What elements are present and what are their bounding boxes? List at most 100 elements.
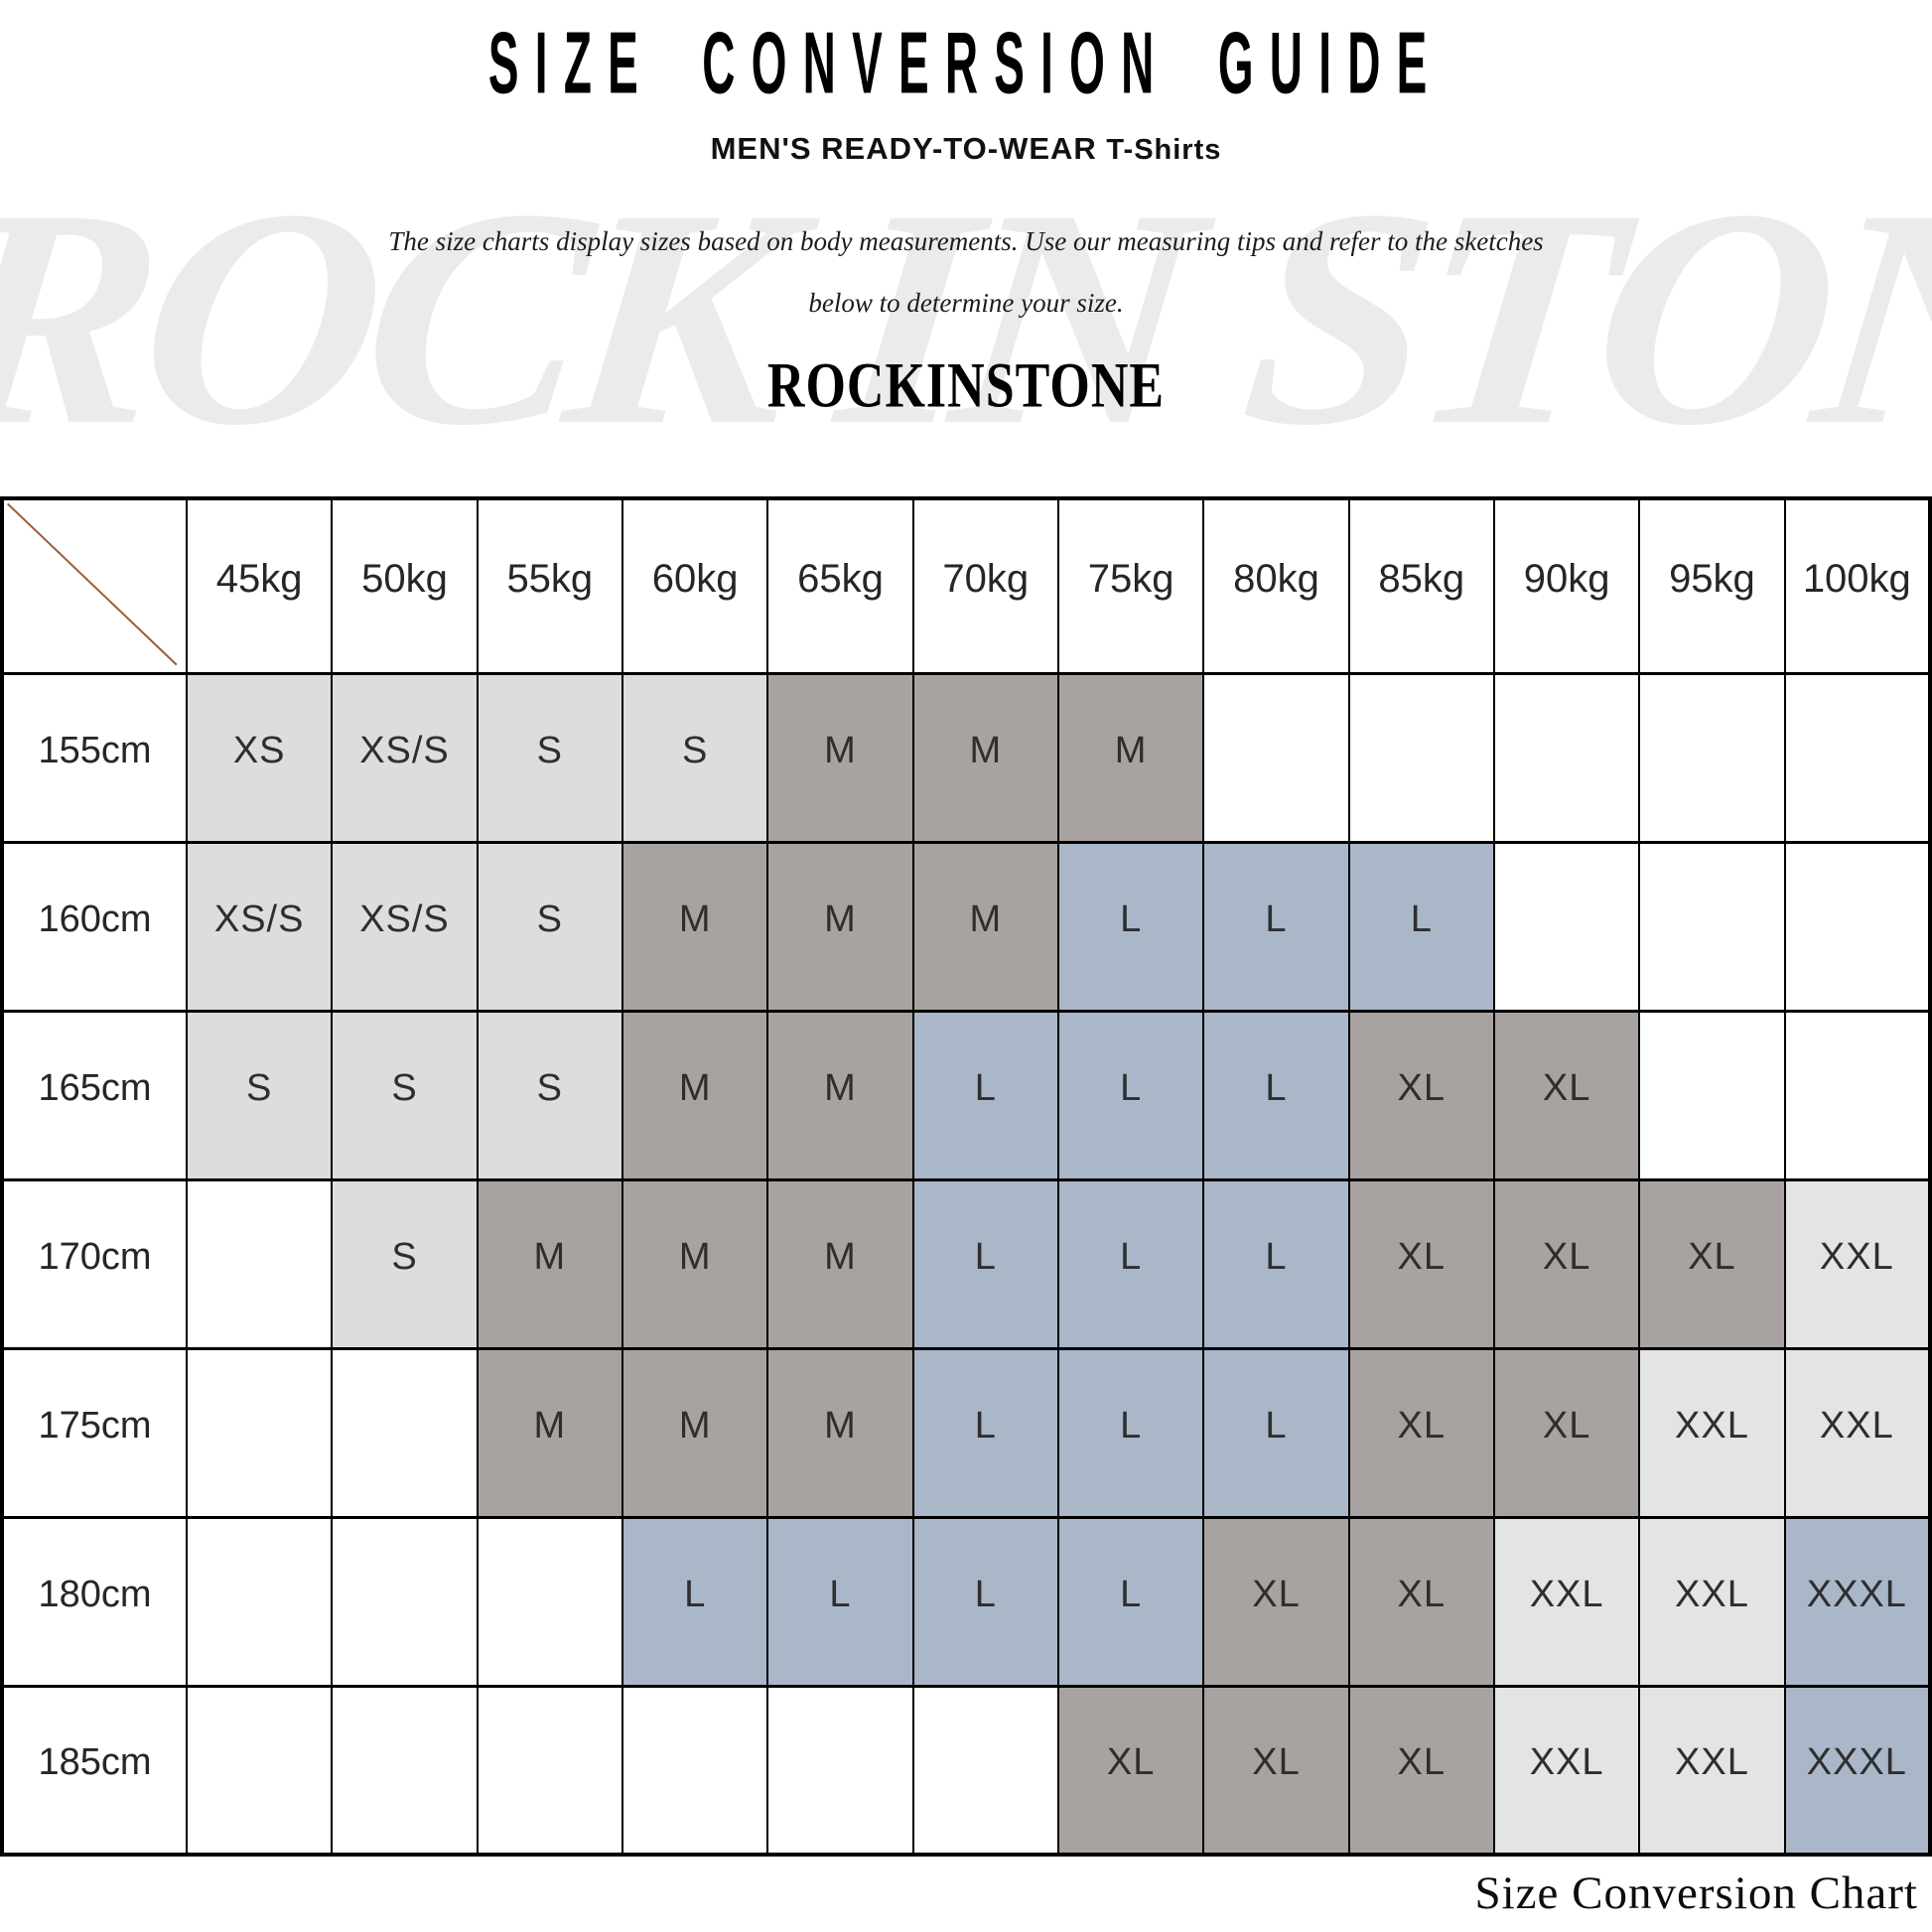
subtitle-main: MEN'S READY-TO-WEAR [710, 131, 1097, 166]
table-cell: XXL [1783, 1177, 1932, 1350]
table-cell: XL [1492, 1177, 1641, 1350]
table-cell: XL [1347, 1009, 1495, 1181]
table-cell: S [476, 1009, 623, 1181]
table-cell: L [1056, 840, 1205, 1013]
table-cell [1492, 671, 1641, 844]
table-cell: XL [1492, 1009, 1641, 1181]
table-cell: S [621, 671, 769, 844]
table-cell: M [766, 1009, 914, 1181]
weight-header-cell: 50kg [331, 496, 479, 675]
table-cell: L [1056, 1346, 1205, 1519]
table-cell: M [621, 1177, 769, 1350]
subtitle-sub: T-Shirts [1106, 134, 1222, 166]
table-cell [1347, 671, 1495, 844]
table-cell: S [331, 1177, 479, 1350]
diagonal-line-icon [4, 500, 186, 672]
table-cell [185, 1177, 334, 1350]
table-cell [766, 1684, 914, 1857]
table-cell: L [911, 1177, 1059, 1350]
table-cell [476, 1684, 623, 1857]
table-cell: S [476, 840, 623, 1013]
table-cell: L [1056, 1177, 1205, 1350]
table-cell: XL [1347, 1515, 1495, 1688]
size-table: 45kg 50kg 55kg 60kg 65kg 70kg 75kg 80kg 85kg 90kg… [0, 496, 1932, 1857]
table-cell: M [766, 1177, 914, 1350]
table-cell: M [766, 1346, 914, 1519]
table-cell: XXL [1492, 1515, 1641, 1688]
table-row: 180cm L L L L XL XL XXL XXL XXXL [1, 1515, 1932, 1688]
height-header-cell: 165cm [1, 1009, 188, 1181]
table-cell: XL [1638, 1177, 1786, 1350]
table-cell: L [911, 1009, 1059, 1181]
table-row: 160cm XS/S XS/S S M M M L L L [1, 840, 1932, 1013]
table-cell: XL [1347, 1684, 1495, 1857]
corner-cell [1, 496, 188, 675]
table-cell [331, 1515, 479, 1688]
table-cell: XXXL [1783, 1684, 1932, 1857]
table-row: 185cm XL XL XL XXL XXL XXXL [1, 1684, 1932, 1857]
table-cell: L [621, 1515, 769, 1688]
table-cell [1783, 671, 1932, 844]
description: The size charts display sizes based on b… [0, 210, 1932, 334]
footer-caption: Size Conversion Chart [1474, 1867, 1918, 1919]
table-cell [1783, 840, 1932, 1013]
table-cell: XL [1347, 1177, 1495, 1350]
weight-header-cell: 100kg [1783, 496, 1932, 675]
table-row: 175cm M M M L L L XL XL XXL XXL [1, 1346, 1932, 1519]
table-cell: XL [1202, 1515, 1350, 1688]
header-block: SIZE CONVERSION GUIDE MEN'S READY-TO-WEA… [0, 0, 1932, 429]
table-cell [1492, 840, 1641, 1013]
weight-header-cell: 55kg [476, 496, 623, 675]
table-cell [1638, 840, 1786, 1013]
height-header-cell: 160cm [1, 840, 188, 1013]
table-cell: XS/S [185, 840, 334, 1013]
table-cell: M [621, 1009, 769, 1181]
table-cell: M [766, 671, 914, 844]
table-cell: L [1202, 840, 1350, 1013]
weight-header-cell: 65kg [766, 496, 914, 675]
table-cell [1638, 1009, 1786, 1181]
table-cell: L [1347, 840, 1495, 1013]
table-cell: XS/S [331, 840, 479, 1013]
table-cell: S [476, 671, 623, 844]
table-cell: L [1202, 1177, 1350, 1350]
table-cell: XL [1492, 1346, 1641, 1519]
table-cell: XXXL [1783, 1515, 1932, 1688]
height-header-cell: 185cm [1, 1684, 188, 1857]
height-header-cell: 180cm [1, 1515, 188, 1688]
table-cell [331, 1684, 479, 1857]
table-row: 170cm S M M M L L L XL XL XL XXL [1, 1177, 1932, 1350]
table-cell: M [476, 1346, 623, 1519]
table-cell: XL [1202, 1684, 1350, 1857]
table-row: 155cm XS XS/S S S M M M [1, 671, 1932, 844]
weight-header-cell: 80kg [1202, 496, 1350, 675]
subtitle: MEN'S READY-TO-WEAR T-Shirts [0, 131, 1932, 167]
table-cell: L [766, 1515, 914, 1688]
weight-header-cell: 95kg [1638, 496, 1786, 675]
table-cell [185, 1346, 334, 1519]
table-cell [1202, 671, 1350, 844]
height-header-cell: 155cm [1, 671, 188, 844]
table-cell: M [911, 840, 1059, 1013]
table-cell: XXL [1783, 1346, 1932, 1519]
table-cell: XXL [1638, 1684, 1786, 1857]
table-cell: M [766, 840, 914, 1013]
table-cell: XXL [1492, 1684, 1641, 1857]
table-body: 155cm XS XS/S S S M M M 160cm XS/S XS/S S M M M L L L 165c… [1, 671, 1932, 1857]
table-cell: XXL [1638, 1346, 1786, 1519]
table-cell [621, 1684, 769, 1857]
table-cell [185, 1684, 334, 1857]
height-header-cell: 170cm [1, 1177, 188, 1350]
table-cell: L [1202, 1009, 1350, 1181]
table-cell [1638, 671, 1786, 844]
table-cell: XL [1056, 1684, 1205, 1857]
weight-header-cell: 75kg [1056, 496, 1205, 675]
table-cell: XXL [1638, 1515, 1786, 1688]
table-cell [1783, 1009, 1932, 1181]
table-cell: M [911, 671, 1059, 844]
table-cell [911, 1684, 1059, 1857]
weight-header-cell: 45kg [185, 496, 334, 675]
table-cell: L [1056, 1009, 1205, 1181]
table-cell: XS/S [331, 671, 479, 844]
table-cell: L [1056, 1515, 1205, 1688]
